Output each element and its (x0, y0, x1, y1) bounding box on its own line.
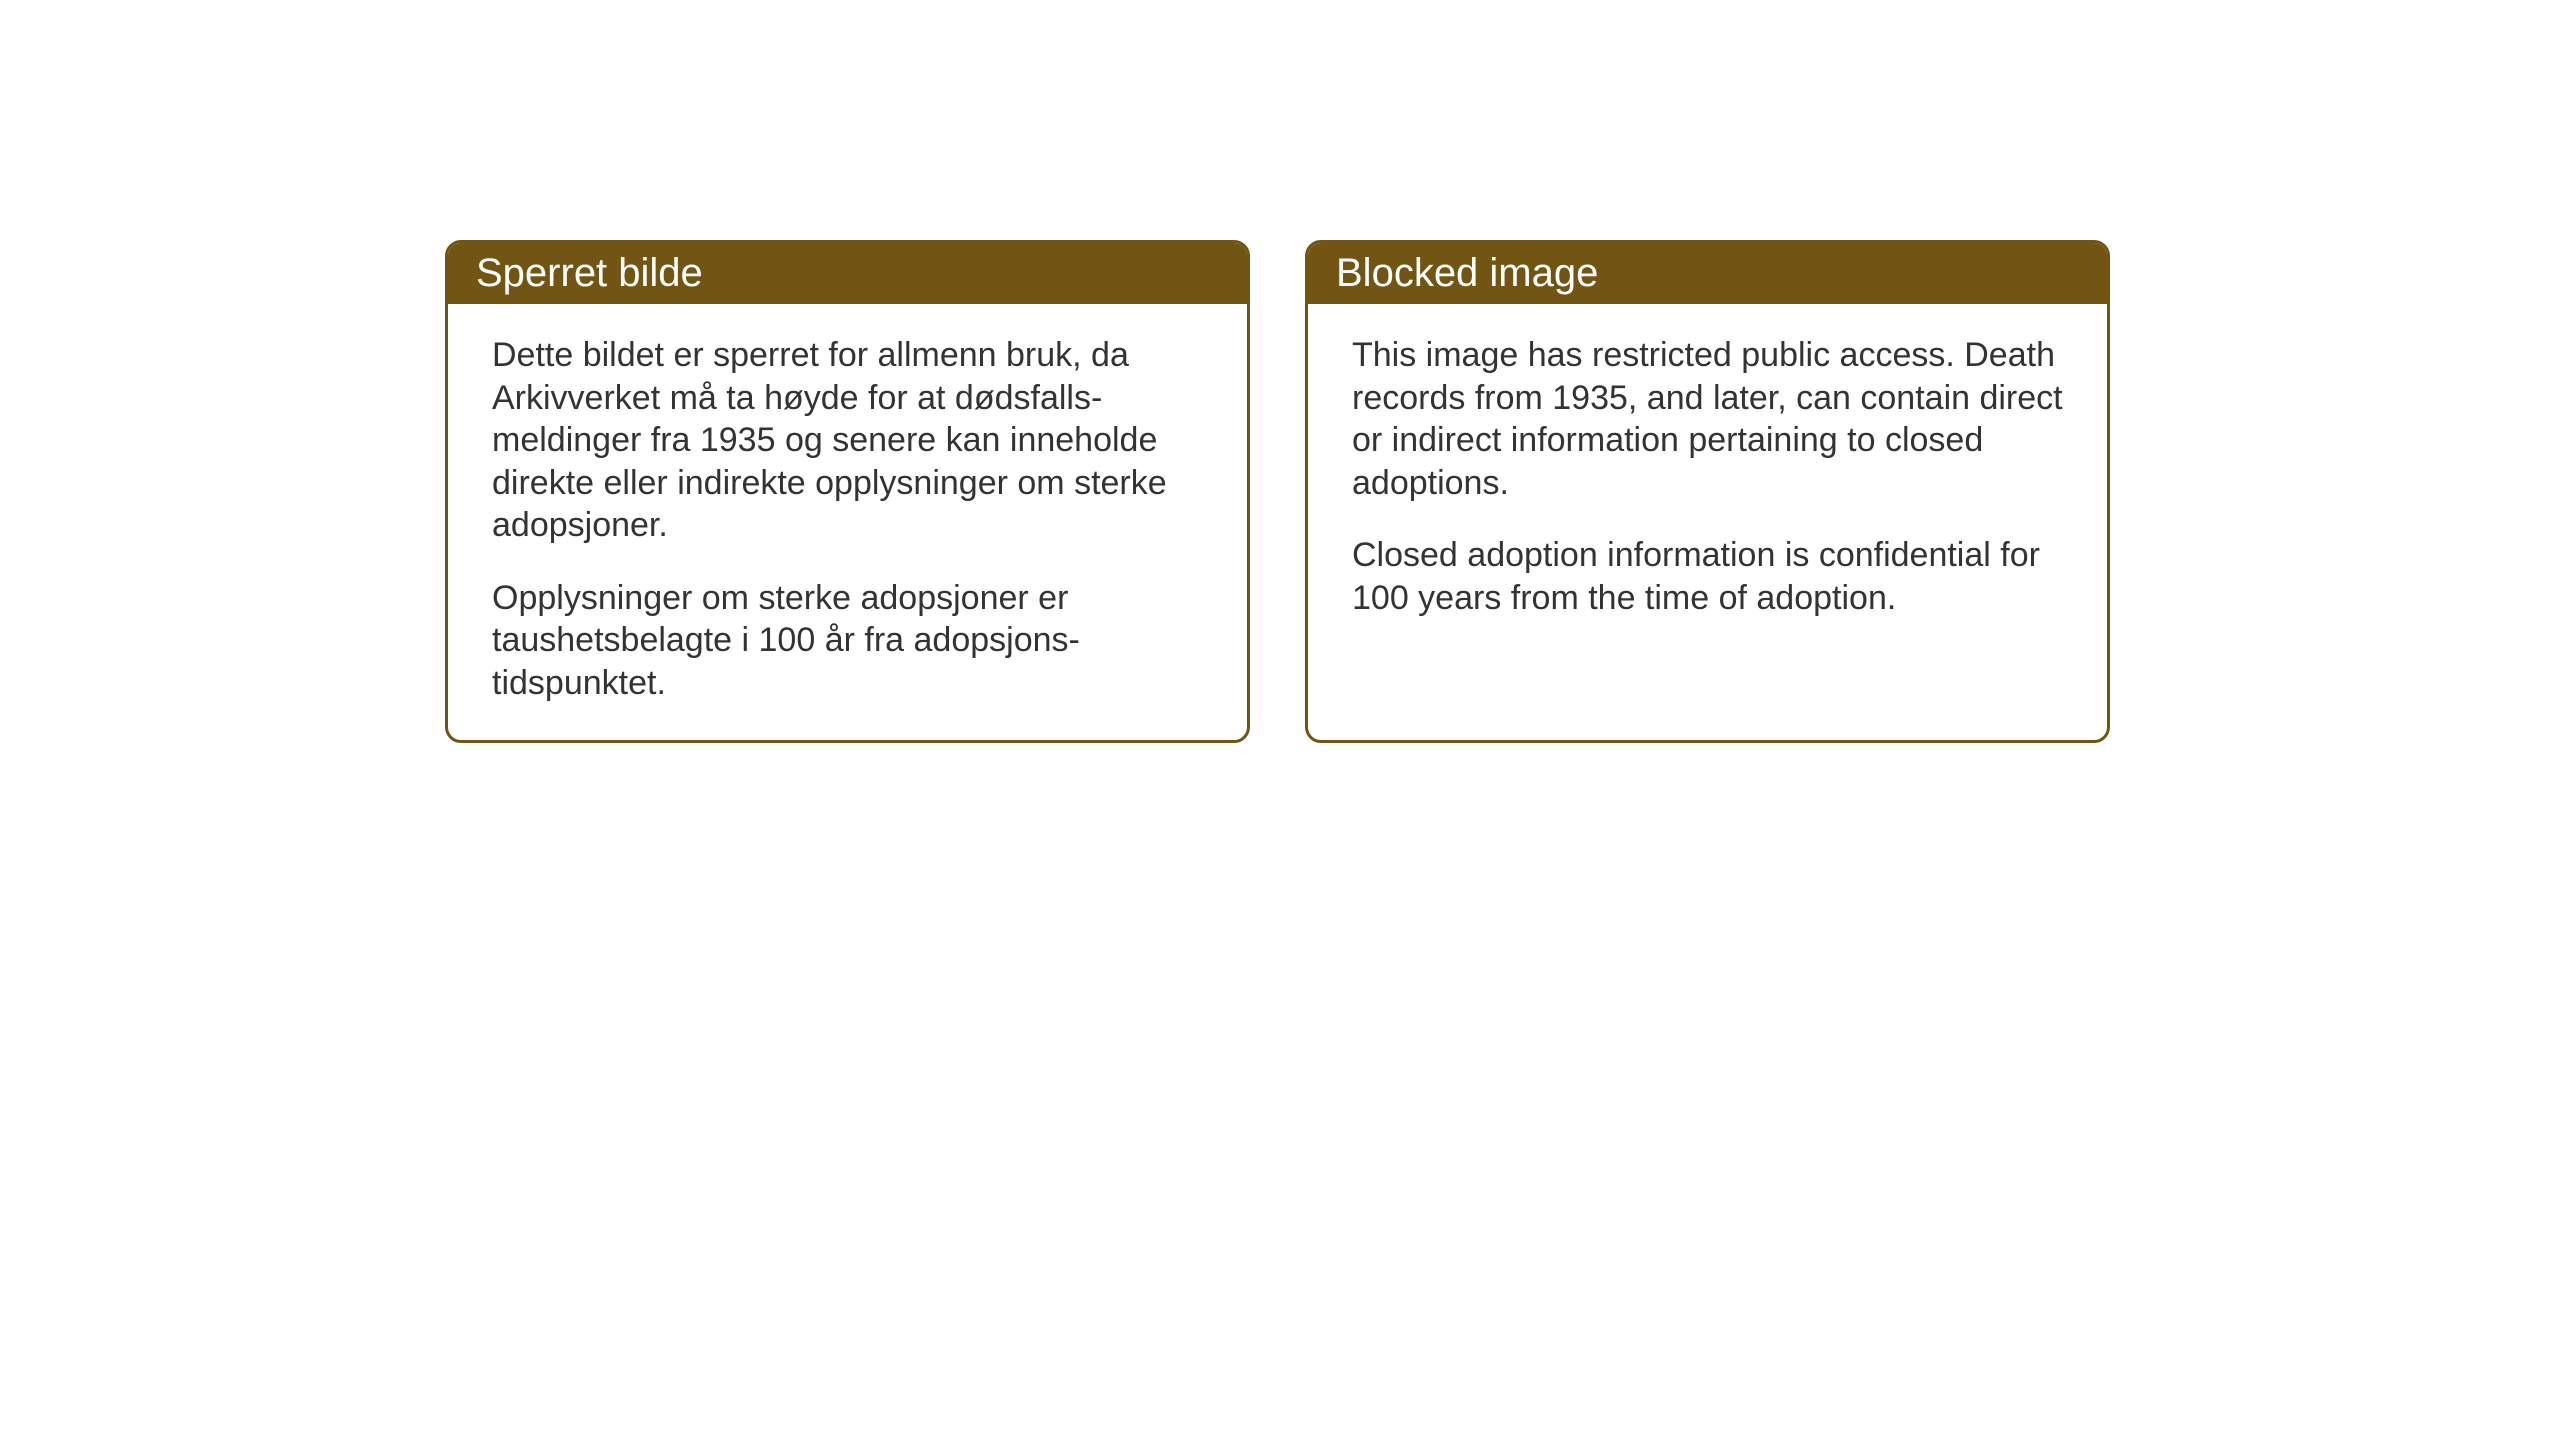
norwegian-notice-box: Sperret bilde Dette bildet er sperret fo… (445, 240, 1250, 743)
norwegian-paragraph-2: Opplysninger om sterke adopsjoner er tau… (492, 577, 1203, 705)
english-notice-title: Blocked image (1308, 243, 2107, 304)
norwegian-notice-body: Dette bildet er sperret for allmenn bruk… (448, 304, 1247, 740)
norwegian-paragraph-1: Dette bildet er sperret for allmenn bruk… (492, 334, 1203, 547)
english-notice-box: Blocked image This image has restricted … (1305, 240, 2110, 743)
english-paragraph-1: This image has restricted public access.… (1352, 334, 2063, 504)
english-paragraph-2: Closed adoption information is confident… (1352, 534, 2063, 619)
notice-container: Sperret bilde Dette bildet er sperret fo… (445, 240, 2110, 743)
english-notice-body: This image has restricted public access.… (1308, 304, 2107, 655)
norwegian-notice-title: Sperret bilde (448, 243, 1247, 304)
